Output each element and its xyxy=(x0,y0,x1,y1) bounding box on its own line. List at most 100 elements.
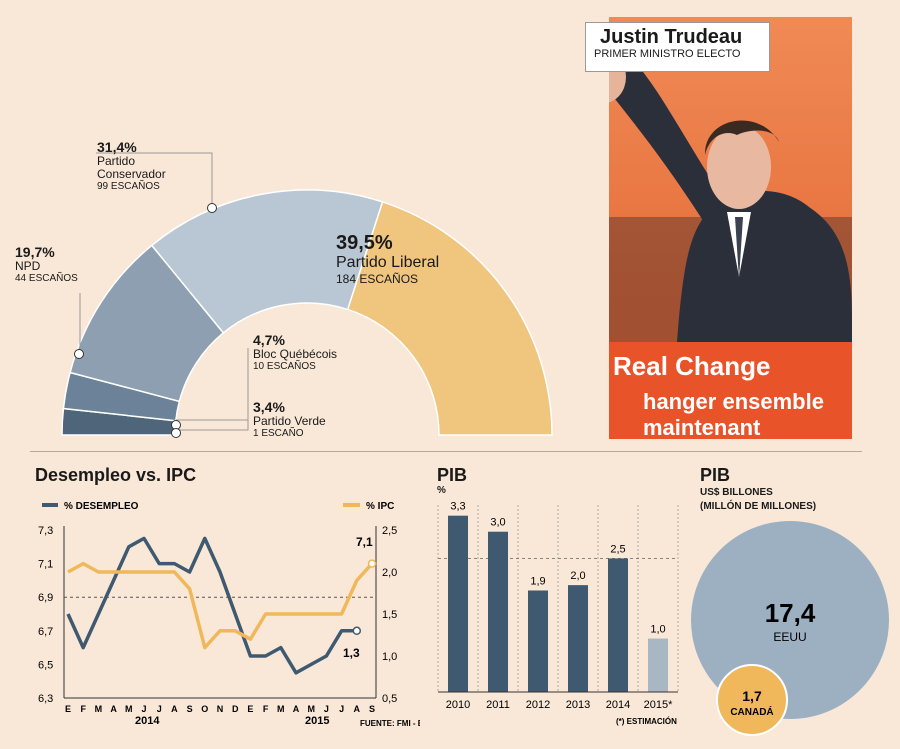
bar-value-label: 2,5 xyxy=(610,543,625,555)
podium-text-1: Real Change xyxy=(613,351,771,381)
hair-shape xyxy=(704,120,779,155)
ipc-end-marker xyxy=(367,559,377,568)
verde-marker xyxy=(171,428,181,438)
source-note: FUENTE: FMI - BLOOMBERG - BANCO MUNDIAL xyxy=(360,719,420,728)
npd-marker xyxy=(74,349,84,359)
chart2-title: PIB xyxy=(437,465,468,485)
xtick-label: M xyxy=(277,704,285,714)
ipc-end-label: 7,1 xyxy=(356,535,373,549)
face-shape xyxy=(707,125,771,209)
xtick-label: F xyxy=(80,704,86,714)
xtick-label: S xyxy=(187,704,193,714)
legend-desempleo-label: % DESEMPLEO xyxy=(64,501,139,512)
chart3-subtitle-2: (MILLÓN DE MILLONES) xyxy=(700,501,817,512)
conservador-seats: 99 ESCAÑOS xyxy=(97,181,160,192)
desempleo-end-label: 1,3 xyxy=(343,646,360,660)
unemployment-cpi-chart: 6,36,56,76,97,17,30,51,01,52,02,5E F M A M J J… xyxy=(38,501,420,728)
xtick-label: M xyxy=(307,704,315,714)
year-label-2014: 2014 xyxy=(135,715,160,727)
liberal-pct: 39,5% xyxy=(336,232,393,254)
bubble-eeuu-value: 17,4 xyxy=(765,598,816,628)
chart3-title: PIB xyxy=(700,465,731,485)
npd-seats: 44 ESCAÑOS xyxy=(15,273,78,284)
conservador-marker xyxy=(207,203,217,213)
xtick-label: J xyxy=(324,704,329,714)
bloc-seats: 10 ESCAÑOS xyxy=(253,361,316,372)
podium-text-3: maintenant xyxy=(643,415,761,439)
xtick-label: F xyxy=(263,704,269,714)
pib-bubble-chart: 17,4 EEUU 1,7 CANADÁ xyxy=(691,521,889,736)
verde-seats: 1 ESCAÑO xyxy=(253,428,304,439)
category-label: 2011 xyxy=(486,699,510,711)
liberal-seats: 184 ESCAÑOS xyxy=(336,272,419,286)
xtick-label: E xyxy=(247,704,253,714)
ytick-left: 6,7 xyxy=(38,626,53,638)
bar-2013 xyxy=(568,585,588,692)
bar-value-label: 3,0 xyxy=(490,517,505,529)
leader-name: Justin Trudeau xyxy=(600,26,743,48)
estimation-note: (*) ESTIMACIÓN xyxy=(616,717,677,726)
category-label: 2010 xyxy=(446,699,470,711)
conservador-pct: 31,4% xyxy=(97,139,137,155)
desempleo-end-marker xyxy=(352,626,362,636)
verde-pct: 3,4% xyxy=(253,399,285,415)
verde-leader-line xyxy=(176,420,249,431)
chart3-subtitle: US$ BILLONES (MILLÓN DE MILLONES) xyxy=(700,486,816,514)
xtick-label: J xyxy=(157,704,162,714)
npd-pct: 19,7% xyxy=(15,244,55,260)
xtick-label: A xyxy=(293,704,300,714)
chart1-title: Desempleo vs. IPC xyxy=(35,465,197,485)
ytick-left: 7,1 xyxy=(38,559,53,571)
series-line-desempleo xyxy=(66,536,357,675)
xtick-label: A xyxy=(171,704,178,714)
bar-value-label: 1,0 xyxy=(650,624,665,636)
npd-party: NPD xyxy=(15,259,41,273)
category-label: 2014 xyxy=(606,699,630,711)
name-box: Justin Trudeau PRIMER MINISTRO ELECTO xyxy=(585,22,770,72)
bloc-pct: 4,7% xyxy=(253,332,285,348)
ytick-left: 6,3 xyxy=(38,693,53,705)
bar-value-label: 2,0 xyxy=(570,570,585,582)
segment-liberal xyxy=(346,200,553,436)
conservador-label: 31,4% Partido Conservador 99 ESCAÑOS xyxy=(97,140,166,193)
verde-label: 3,4% Partido Verde 1 ESCAÑO xyxy=(253,400,326,440)
liberal-label: 39,5% Partido Liberal 184 ESCAÑOS xyxy=(336,232,439,287)
verde-party: Partido Verde xyxy=(253,414,326,428)
npd-label: 19,7% NPD 44 ESCAÑOS xyxy=(15,245,78,285)
podium-text-2: hanger ensemble xyxy=(643,389,824,414)
conservador-party-1: Partido xyxy=(97,154,136,168)
xtick-label: O xyxy=(201,704,208,714)
pib-bar-chart: 3,3 2010 3,0 2011 1,9 2012 2,0 2013 2,5 2014 1,0 20… xyxy=(437,501,679,726)
xtick-label: M xyxy=(95,704,103,714)
ytick-right: 2,5 xyxy=(382,525,397,537)
bar-2011 xyxy=(488,531,508,692)
bubble-canada-value: 1,7 xyxy=(742,688,762,704)
legend-ipc-label: % IPC xyxy=(366,501,394,512)
xtick-label: A xyxy=(110,704,117,714)
xtick-label: E xyxy=(65,704,71,714)
conservador-leader-line xyxy=(96,152,213,208)
xtick-label: J xyxy=(141,704,146,714)
xtick-label: D xyxy=(232,704,239,714)
podium xyxy=(609,342,852,439)
ytick-right: 1,5 xyxy=(382,609,397,621)
raised-arm-shape xyxy=(609,67,729,222)
election-semicircle-chart xyxy=(61,152,553,438)
ytick-right: 1,0 xyxy=(382,651,397,663)
xtick-label: M xyxy=(125,704,133,714)
bubble-canada xyxy=(716,664,788,736)
bar-2014 xyxy=(608,558,628,692)
bar-value-label: 3,3 xyxy=(450,501,465,513)
ytick-left: 6,5 xyxy=(38,659,53,671)
xtick-label: N xyxy=(217,704,224,714)
liberal-party: Partido Liberal xyxy=(336,254,440,271)
ytick-right: 2,0 xyxy=(382,567,397,579)
category-label: 2013 xyxy=(566,699,590,711)
trudeau-photo: Real Change hanger ensemble maintenant xyxy=(609,17,852,439)
xtick-label: A xyxy=(354,704,361,714)
leader-role: PRIMER MINISTRO ELECTO xyxy=(594,48,741,60)
bar-2012 xyxy=(528,590,548,692)
bar-2010 xyxy=(448,515,468,692)
bar-value-label: 1,9 xyxy=(530,575,545,587)
conservador-party-2: Conservador xyxy=(97,167,166,181)
